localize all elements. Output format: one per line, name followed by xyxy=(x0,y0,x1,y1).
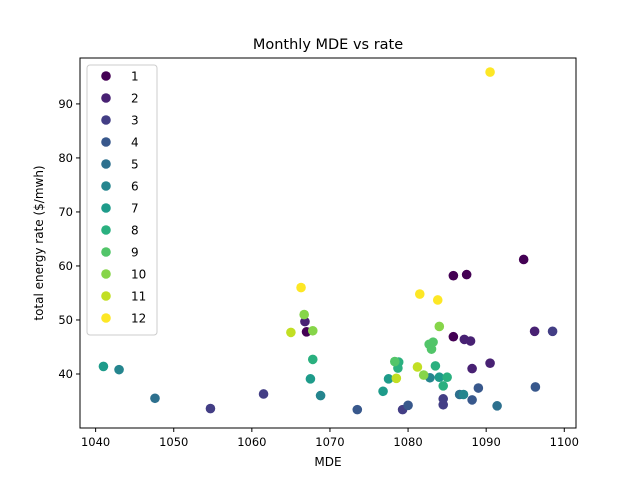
data-point xyxy=(307,325,318,336)
y-tick-label: 50 xyxy=(58,313,73,327)
legend-marker xyxy=(101,181,111,191)
legend-label: 10 xyxy=(131,268,146,282)
data-point xyxy=(529,326,540,337)
data-point xyxy=(378,386,388,397)
data-point xyxy=(286,327,296,338)
x-tick-label: 1100 xyxy=(550,435,579,449)
legend-label: 8 xyxy=(131,224,139,238)
y-tick-label: 40 xyxy=(58,367,73,381)
data-point xyxy=(448,270,459,281)
data-point xyxy=(467,363,477,374)
legend-marker xyxy=(101,313,111,323)
legend-box xyxy=(86,64,158,336)
data-point xyxy=(485,358,495,368)
data-point xyxy=(426,344,437,354)
data-point xyxy=(315,390,326,401)
x-tick-label: 1070 xyxy=(315,435,344,449)
data-point xyxy=(492,401,502,411)
legend-label: 5 xyxy=(131,158,139,172)
y-axis-label: total energy rate ($/mwh) xyxy=(32,165,46,320)
x-tick-label: 1080 xyxy=(393,435,422,449)
data-point xyxy=(458,389,469,400)
data-point xyxy=(461,269,472,280)
data-point xyxy=(438,399,449,410)
plot-frame xyxy=(79,57,577,429)
x-tick-label: 1050 xyxy=(159,435,188,449)
data-point xyxy=(434,372,445,383)
legend-label: 1 xyxy=(131,70,139,84)
legend-label: 6 xyxy=(131,180,139,194)
data-point xyxy=(389,356,400,367)
data-points xyxy=(98,67,558,415)
data-point xyxy=(300,316,310,327)
y-tick-label: 80 xyxy=(58,151,73,165)
legend-label: 2 xyxy=(131,92,139,106)
legend-marker xyxy=(101,247,111,257)
chart-title: Monthly MDE vs rate xyxy=(253,37,403,53)
data-point xyxy=(434,321,445,332)
y-tick-label: 60 xyxy=(58,259,73,273)
data-point xyxy=(383,374,394,384)
data-point xyxy=(430,361,441,371)
data-point xyxy=(465,336,476,346)
x-tick-label: 1060 xyxy=(237,435,266,449)
legend-marker xyxy=(101,93,111,103)
x-tick-label: 1040 xyxy=(81,435,110,449)
legend-marker xyxy=(101,137,111,147)
legend-marker xyxy=(101,269,111,279)
legend-marker xyxy=(101,159,111,169)
data-point xyxy=(473,383,484,393)
data-point xyxy=(307,354,318,365)
data-point xyxy=(414,289,425,299)
data-point xyxy=(114,364,124,375)
data-point xyxy=(432,295,443,305)
data-point xyxy=(299,309,309,320)
data-point xyxy=(296,282,306,293)
data-point xyxy=(98,361,109,372)
data-point xyxy=(403,400,413,411)
data-point xyxy=(150,393,160,404)
x-axis-ticks: 1040 1050 1060 1070 1080 1090 1100 xyxy=(81,428,579,449)
data-point xyxy=(352,404,363,415)
legend-marker xyxy=(101,291,111,301)
data-point xyxy=(391,373,402,384)
legend-label: 12 xyxy=(131,312,146,326)
y-tick-label: 90 xyxy=(58,97,73,111)
data-point xyxy=(258,389,269,399)
y-tick-label: 70 xyxy=(58,205,73,219)
data-point xyxy=(448,331,459,342)
data-point xyxy=(418,370,429,380)
legend-label: 7 xyxy=(131,202,139,216)
data-point xyxy=(305,374,316,384)
data-point xyxy=(442,372,452,383)
data-point xyxy=(547,326,558,337)
legend-label: 3 xyxy=(131,114,139,128)
data-point xyxy=(205,403,216,414)
data-point xyxy=(412,362,423,372)
data-point xyxy=(438,381,449,391)
legend-marker xyxy=(101,115,111,125)
data-point xyxy=(530,382,541,392)
legend-label: 9 xyxy=(131,246,139,260)
x-axis-label: MDE xyxy=(314,455,341,469)
y-axis-ticks: 40 50 60 70 80 90 xyxy=(58,97,80,381)
data-point xyxy=(485,67,495,77)
x-tick-label: 1090 xyxy=(472,435,501,449)
legend-label: 4 xyxy=(131,136,139,150)
data-point xyxy=(467,395,477,405)
legend-marker xyxy=(101,71,111,81)
legend-marker xyxy=(101,203,111,213)
legend-label: 11 xyxy=(131,290,146,304)
data-point xyxy=(518,254,529,265)
legend-marker xyxy=(101,225,111,235)
